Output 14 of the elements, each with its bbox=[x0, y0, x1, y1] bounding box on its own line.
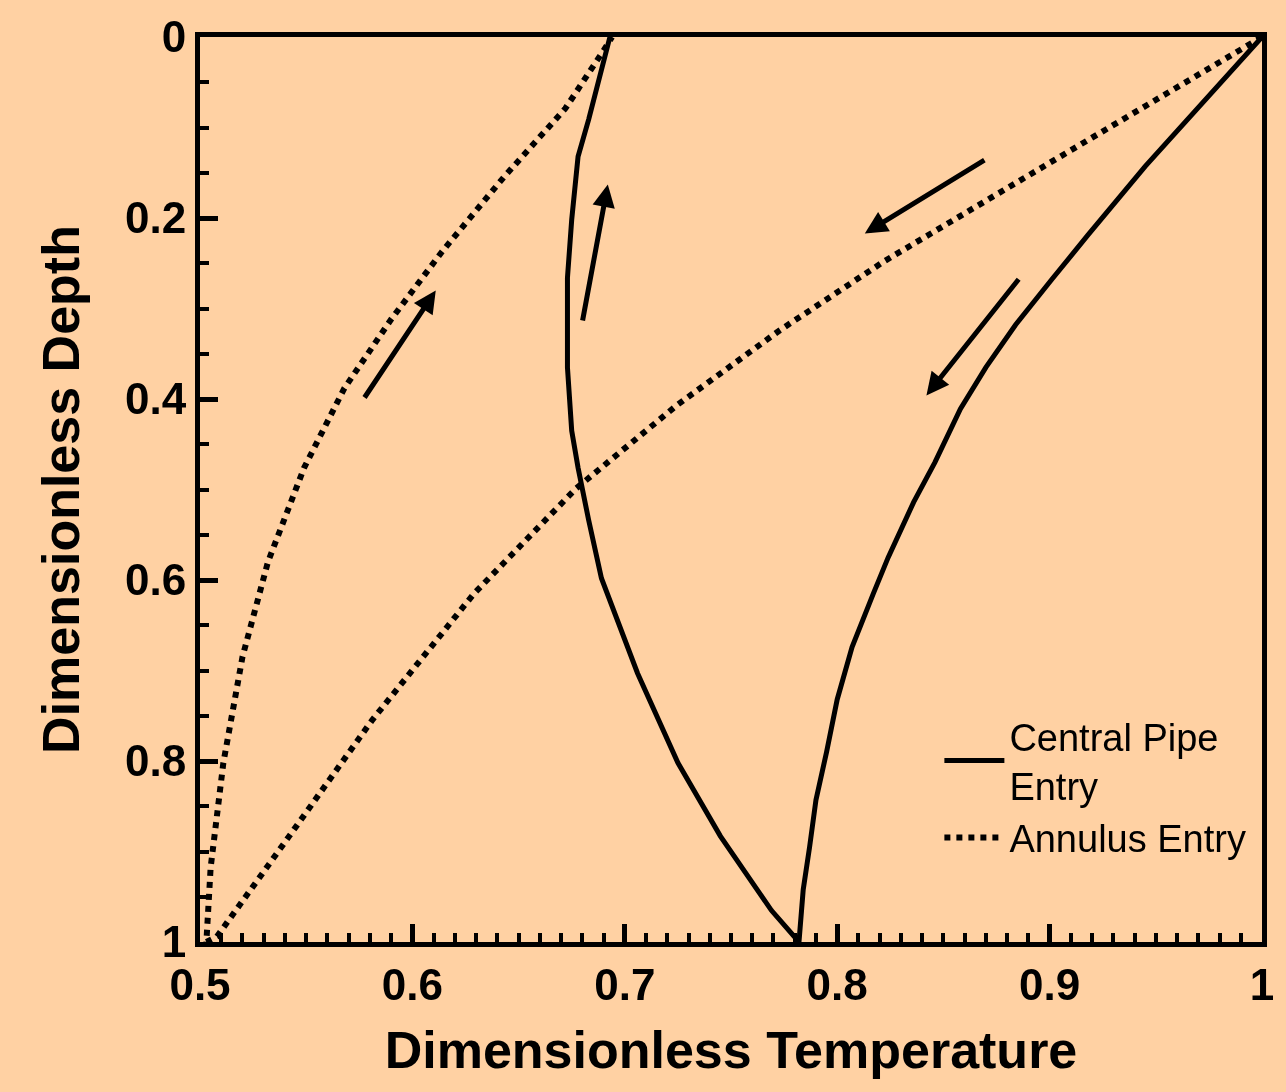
y-tick-label: 0 bbox=[161, 12, 187, 62]
y-tick-label: 0.2 bbox=[125, 193, 187, 243]
legend-label: Annulus Entry bbox=[1009, 818, 1246, 861]
x-tick-label: 0.7 bbox=[594, 959, 656, 1009]
x-tick-label: 0.8 bbox=[806, 959, 868, 1009]
y-tick-label: 0.8 bbox=[125, 736, 187, 786]
y-tick-label: 0.4 bbox=[125, 374, 187, 424]
x-tick-label: 0.9 bbox=[1019, 959, 1081, 1009]
y-tick-label: 0.6 bbox=[125, 555, 187, 605]
x-tick-label: 0.6 bbox=[381, 959, 443, 1009]
x-axis-title: Dimensionless Temperature bbox=[384, 1020, 1078, 1079]
y-axis-title: Dimensionless Depth bbox=[32, 225, 91, 754]
legend-label: Central Pipe Entry bbox=[1009, 716, 1219, 809]
x-tick-label: 1 bbox=[1249, 959, 1275, 1009]
